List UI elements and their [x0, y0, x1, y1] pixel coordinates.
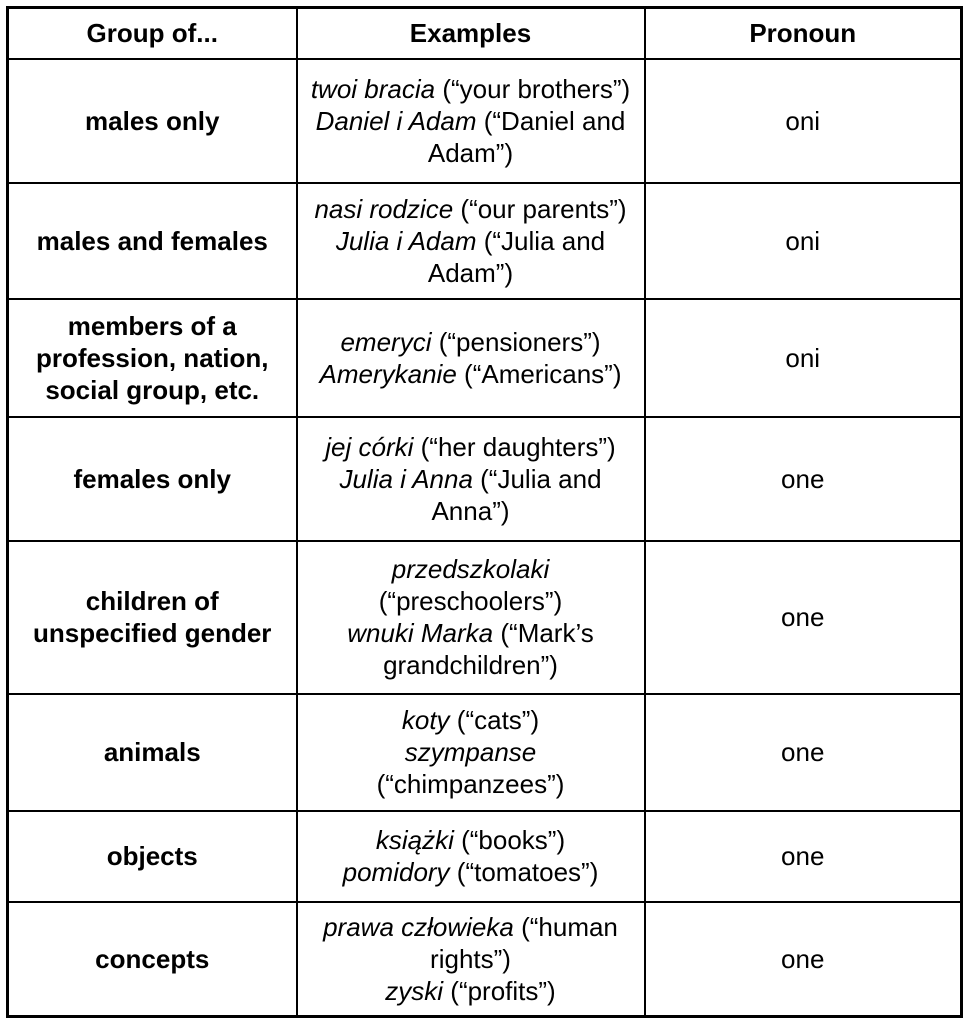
english-gloss: (“pensioners”)	[438, 326, 601, 357]
table-row: males only twoi bracia (“your brothers”)…	[6, 57, 963, 184]
examples-cell: jej córki (“her daughters”) Julia i Anna …	[295, 415, 646, 542]
pronoun-cell: one	[643, 415, 963, 542]
polish-phrase: Daniel i Adam	[315, 105, 477, 136]
example-line: koty (“cats”)	[310, 704, 632, 736]
header-group-of: Group of...	[6, 6, 298, 60]
group-cell: females only	[6, 415, 298, 542]
example-line: pomidory (“tomatoes”)	[310, 856, 632, 888]
pronoun-cell: one	[643, 539, 963, 695]
examples-cell: twoi bracia (“your brothers”) Daniel i Ad…	[295, 57, 646, 184]
examples-cell: prawa człowieka (“human rights”) zyski (“…	[295, 900, 646, 1018]
table-header: Group of... Examples Pronoun	[6, 6, 963, 60]
table-row: members of a profession, nation, social …	[6, 297, 963, 418]
english-gloss: (“chimpanzees”)	[376, 769, 565, 799]
examples-cell: przedszkolaki (“preschoolers”) wnuki Mark…	[295, 539, 646, 695]
english-gloss: (“our parents”)	[460, 193, 627, 224]
polish-phrase: szympanse	[404, 737, 537, 767]
english-gloss: (“human rights”)	[430, 911, 618, 974]
pronoun-cell: oni	[643, 297, 963, 418]
examples-cell: emeryci (“pensioners”) Amerykanie (“Ameri…	[295, 297, 646, 418]
english-gloss: (“Mark’s grandchildren”)	[383, 618, 594, 680]
pronoun-cell: oni	[643, 181, 963, 300]
polish-phrase: nasi rodzice	[314, 193, 454, 224]
polish-phrase: książki	[375, 825, 454, 855]
polish-phrase: wnuki Marka	[347, 618, 494, 648]
table-row: concepts prawa człowieka (“human rights”…	[6, 900, 963, 1018]
table-row: children of unspecified gender przedszko…	[6, 539, 963, 695]
example-line: szympanse (“chimpanzees”)	[310, 736, 632, 800]
table-row: objects książki (“books”) pomidory (“toma…	[6, 809, 963, 903]
english-gloss: (“your brothers”)	[442, 73, 631, 104]
group-cell: males only	[6, 57, 298, 184]
example-line: zyski (“profits”)	[310, 975, 632, 1007]
example-line: jej córki (“her daughters”)	[310, 431, 632, 463]
polish-phrase: zyski	[385, 975, 444, 1006]
group-cell: males and females	[6, 181, 298, 300]
header-examples: Examples	[295, 6, 646, 60]
pronoun-cell: one	[643, 900, 963, 1018]
example-line: Julia i Anna (“Julia and Anna”)	[310, 463, 632, 527]
example-line: przedszkolaki (“preschoolers”)	[310, 553, 632, 617]
table-body: males only twoi bracia (“your brothers”)…	[6, 57, 963, 1018]
english-gloss: (“preschoolers”)	[378, 586, 563, 616]
pronoun-cell: oni	[643, 57, 963, 184]
group-cell: objects	[6, 809, 298, 903]
table-row: males and females nasi rodzice (“our par…	[6, 181, 963, 300]
example-line: książki (“books”)	[310, 824, 632, 856]
english-gloss: (“cats”)	[456, 705, 540, 735]
polish-phrase: Julia i Adam	[335, 225, 477, 256]
english-gloss: (“Americans”)	[464, 358, 622, 389]
example-line: wnuki Marka (“Mark’s grandchildren”)	[310, 617, 632, 681]
example-line: prawa człowieka (“human rights”)	[310, 911, 632, 975]
example-line: Amerykanie (“Americans”)	[310, 358, 632, 390]
polish-phrase: Amerykanie	[319, 358, 457, 389]
example-line: emeryci (“pensioners”)	[310, 326, 632, 358]
example-line: Julia i Adam (“Julia and Adam”)	[310, 225, 632, 289]
header-row: Group of... Examples Pronoun	[6, 6, 963, 60]
pronoun-cell: one	[643, 809, 963, 903]
english-gloss: (“profits”)	[450, 975, 556, 1006]
polish-phrase: prawa człowieka	[323, 911, 514, 942]
english-gloss: (“her daughters”)	[420, 431, 616, 462]
group-cell: animals	[6, 692, 298, 812]
examples-cell: koty (“cats”) szympanse (“chimpanzees”)	[295, 692, 646, 812]
examples-cell: książki (“books”) pomidory (“tomatoes”)	[295, 809, 646, 903]
group-cell: children of unspecified gender	[6, 539, 298, 695]
polish-phrase: przedszkolaki	[391, 554, 550, 584]
english-gloss: (“Daniel and Adam”)	[427, 105, 626, 168]
polish-phrase: jej córki	[325, 431, 414, 462]
polish-phrase: Julia i Anna	[339, 463, 473, 494]
table-row: females only jej córki (“her daughters”)…	[6, 415, 963, 542]
english-gloss: (“Julia and Anna”)	[431, 463, 602, 526]
polish-phrase: pomidory	[342, 857, 450, 887]
polish-phrase: emeryci	[340, 326, 432, 357]
english-gloss: (“books”)	[461, 825, 566, 855]
group-cell: members of a profession, nation, social …	[6, 297, 298, 418]
header-pronoun: Pronoun	[643, 6, 963, 60]
pronoun-cell: one	[643, 692, 963, 812]
example-line: nasi rodzice (“our parents”)	[310, 193, 632, 225]
polish-phrase: koty	[401, 705, 450, 735]
polish-phrase: twoi bracia	[310, 73, 436, 104]
example-line: twoi bracia (“your brothers”)	[310, 73, 632, 105]
english-gloss: (“Julia and Adam”)	[427, 225, 606, 288]
example-line: Daniel i Adam (“Daniel and Adam”)	[310, 105, 632, 169]
english-gloss: (“tomatoes”)	[456, 857, 599, 887]
examples-cell: nasi rodzice (“our parents”) Julia i Adam…	[295, 181, 646, 300]
group-cell: concepts	[6, 900, 298, 1018]
table-row: animals koty (“cats”) szympanse (“chimpan…	[6, 692, 963, 812]
polish-pronoun-table: Group of... Examples Pronoun males only …	[6, 6, 963, 1018]
